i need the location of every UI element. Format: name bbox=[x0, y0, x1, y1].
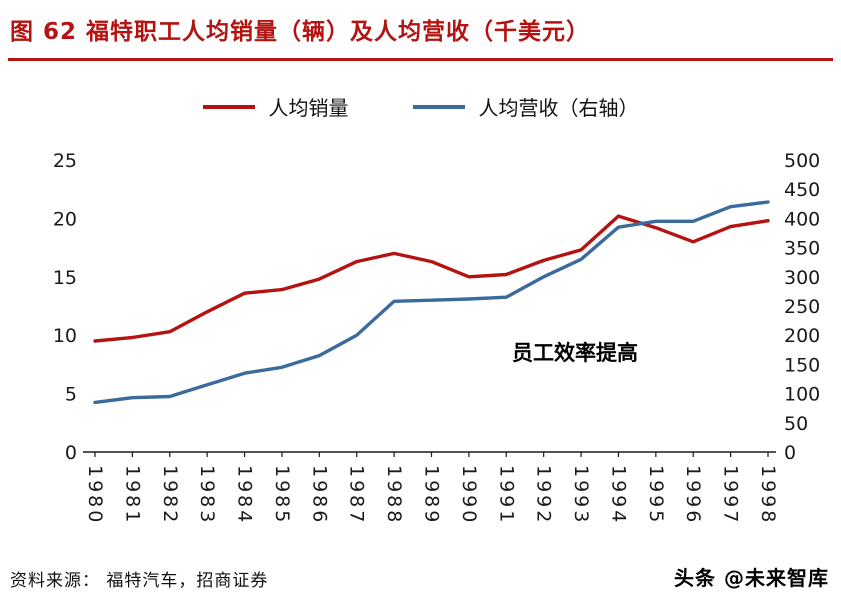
legend-label-revenue: 人均营收（右轴） bbox=[478, 96, 639, 120]
svg-text:10: 10 bbox=[53, 325, 77, 347]
svg-text:1988: 1988 bbox=[383, 465, 405, 525]
figure-header: 图 62 福特职工人均销量（辆）及人均营收（千美元） bbox=[8, 6, 833, 61]
source-note: 资料来源： 福特汽车，招商证券 bbox=[10, 571, 269, 591]
svg-text:1981: 1981 bbox=[121, 465, 143, 525]
legend-blue-line-swatch bbox=[412, 104, 465, 109]
svg-text:150: 150 bbox=[784, 354, 820, 376]
svg-text:20: 20 bbox=[53, 208, 77, 230]
svg-text:1996: 1996 bbox=[682, 465, 704, 525]
watermark: 头条 @未来智库 bbox=[674, 566, 829, 590]
legend-item-sales: 人均销量 bbox=[202, 92, 349, 121]
svg-text:1989: 1989 bbox=[421, 465, 443, 525]
svg-text:员工效率提高: 员工效率提高 bbox=[512, 341, 638, 365]
svg-text:1984: 1984 bbox=[234, 465, 256, 525]
svg-text:1983: 1983 bbox=[196, 465, 218, 525]
svg-text:1990: 1990 bbox=[458, 465, 480, 525]
svg-text:1997: 1997 bbox=[720, 465, 742, 525]
svg-text:0: 0 bbox=[784, 442, 796, 464]
svg-text:50: 50 bbox=[784, 413, 808, 435]
svg-text:200: 200 bbox=[784, 325, 820, 347]
svg-text:400: 400 bbox=[784, 208, 820, 230]
svg-text:1985: 1985 bbox=[271, 465, 293, 525]
chart-legend: 人均销量 人均营收（右轴） bbox=[0, 92, 841, 121]
svg-text:1991: 1991 bbox=[495, 465, 517, 525]
svg-text:300: 300 bbox=[784, 267, 820, 289]
svg-text:250: 250 bbox=[784, 296, 820, 318]
legend-item-revenue: 人均营收（右轴） bbox=[412, 92, 639, 121]
svg-text:500: 500 bbox=[784, 150, 820, 172]
svg-text:1982: 1982 bbox=[159, 465, 181, 525]
svg-text:0: 0 bbox=[65, 442, 77, 464]
svg-text:1986: 1986 bbox=[308, 465, 330, 525]
svg-text:100: 100 bbox=[784, 384, 820, 406]
legend-red-line-swatch bbox=[202, 104, 255, 109]
svg-text:450: 450 bbox=[784, 179, 820, 201]
svg-text:350: 350 bbox=[784, 238, 820, 260]
svg-text:1994: 1994 bbox=[607, 465, 629, 525]
figure-title: 图 62 福特职工人均销量（辆）及人均营收（千美元） bbox=[10, 19, 591, 45]
svg-text:1980: 1980 bbox=[84, 465, 106, 525]
svg-text:5: 5 bbox=[65, 384, 77, 406]
svg-text:1993: 1993 bbox=[570, 465, 592, 525]
legend-label-sales: 人均销量 bbox=[268, 96, 349, 120]
svg-text:1992: 1992 bbox=[533, 465, 555, 525]
svg-text:1987: 1987 bbox=[346, 465, 368, 525]
dual-axis-line-chart: 1980 1981 1982 1983 1984 1985 1986 1987 1988 1989… bbox=[53, 150, 820, 525]
svg-text:1998: 1998 bbox=[757, 465, 779, 525]
svg-text:1995: 1995 bbox=[645, 465, 667, 525]
svg-text:25: 25 bbox=[53, 150, 77, 172]
svg-text:15: 15 bbox=[53, 267, 77, 289]
